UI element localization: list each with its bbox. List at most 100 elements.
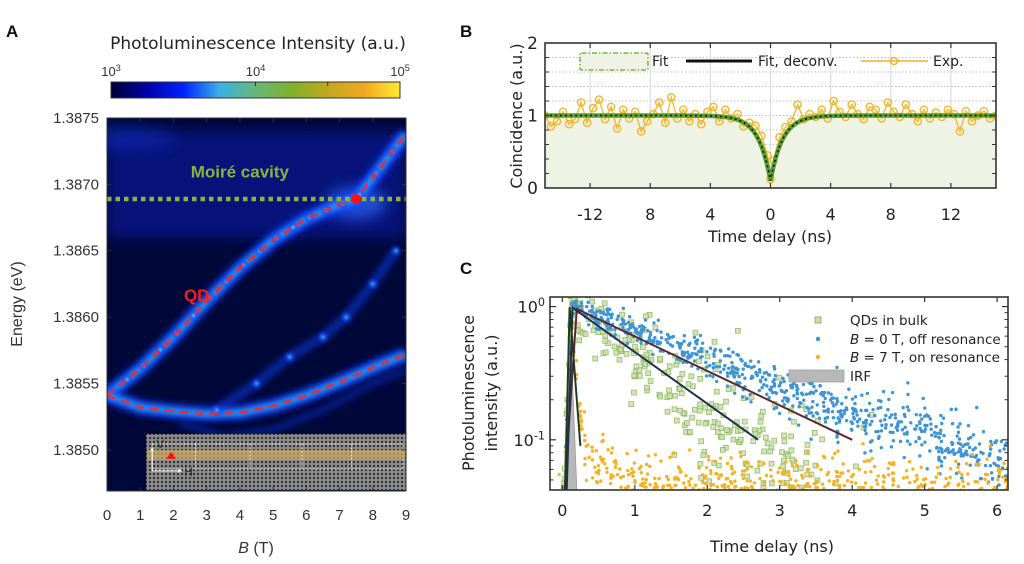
bulk-data-point bbox=[717, 404, 724, 410]
on-resonance-data-point bbox=[787, 470, 791, 474]
on-resonance-data-point bbox=[874, 478, 879, 483]
off-resonance-data-point bbox=[586, 300, 590, 304]
on-resonance-data-point bbox=[863, 470, 867, 475]
off-resonance-data-point bbox=[968, 463, 972, 467]
off-resonance-data-point bbox=[775, 405, 779, 410]
off-resonance-data-point bbox=[635, 330, 639, 335]
bulk-data-point bbox=[628, 401, 635, 408]
off-resonance-data-point bbox=[847, 387, 851, 391]
intensity-blob bbox=[209, 403, 224, 418]
colorbar-title: Photoluminescence Intensity (a.u.) bbox=[110, 34, 406, 54]
off-resonance-data-point bbox=[961, 444, 965, 448]
off-resonance-data-point bbox=[822, 404, 826, 409]
off-resonance-data-point bbox=[717, 365, 722, 369]
off-resonance-data-point bbox=[915, 424, 919, 428]
y-tick-label-c-base: 10 bbox=[513, 431, 533, 450]
photonic-crystal bbox=[146, 433, 406, 490]
on-resonance-data-point bbox=[643, 481, 647, 485]
off-resonance-data-point bbox=[723, 363, 727, 368]
bulk-data-point bbox=[711, 338, 718, 345]
off-resonance-data-point bbox=[899, 420, 904, 424]
off-resonance-data-point bbox=[987, 453, 991, 458]
on-resonance-data-point bbox=[594, 449, 598, 453]
on-resonance-data-point bbox=[618, 467, 622, 471]
on-resonance-data-point bbox=[901, 476, 906, 480]
on-resonance-data-point bbox=[587, 455, 591, 460]
on-resonance-data-point bbox=[579, 418, 584, 422]
off-resonance-data-point bbox=[708, 363, 712, 368]
bulk-data-point bbox=[576, 337, 583, 344]
x-tick-label-b: 4 bbox=[705, 205, 715, 224]
off-resonance-data-point bbox=[864, 421, 868, 425]
off-resonance-data-point bbox=[937, 436, 941, 440]
off-resonance-data-point bbox=[769, 388, 773, 392]
off-resonance-data-point bbox=[834, 402, 838, 406]
off-resonance-data-point bbox=[869, 449, 873, 453]
on-resonance-data-point bbox=[815, 463, 820, 468]
on-resonance-data-point bbox=[601, 432, 605, 437]
off-resonance-data-point bbox=[879, 445, 883, 450]
on-resonance-data-point bbox=[613, 459, 618, 463]
bulk-data-point bbox=[640, 344, 646, 351]
off-resonance-data-point bbox=[840, 402, 844, 406]
on-resonance-data-point bbox=[934, 475, 938, 479]
v-arrowhead bbox=[150, 446, 155, 451]
off-resonance-data-point bbox=[812, 384, 816, 389]
x-tick-label-a: 8 bbox=[369, 507, 377, 524]
inset-label-v: V bbox=[156, 437, 164, 451]
off-resonance-data-point bbox=[855, 413, 859, 417]
off-resonance-data-point bbox=[894, 425, 898, 430]
off-resonance-data-point bbox=[860, 393, 864, 397]
off-resonance-data-point bbox=[711, 375, 715, 379]
on-resonance-data-point bbox=[837, 474, 842, 479]
x-axis-label-c: Time delay (ns) bbox=[709, 537, 834, 556]
off-resonance-data-point bbox=[914, 440, 918, 444]
bulk-data-point bbox=[761, 448, 768, 455]
bulk-data-point bbox=[613, 349, 620, 356]
off-resonance-data-point bbox=[959, 454, 963, 458]
on-resonance-data-point bbox=[801, 476, 805, 480]
on-resonance-data-point bbox=[827, 479, 831, 483]
off-resonance-data-point bbox=[787, 417, 792, 421]
on-resonance-data-point bbox=[632, 470, 636, 474]
y-tick-label-a: 1.3860 bbox=[53, 309, 99, 326]
colorbar-tick-label-base: 10 bbox=[246, 64, 260, 79]
off-resonance-data-point bbox=[602, 312, 607, 316]
on-resonance-data-point bbox=[608, 481, 613, 486]
on-resonance-data-point bbox=[882, 475, 886, 479]
off-resonance-data-point bbox=[958, 447, 962, 451]
off-resonance-data-point bbox=[769, 385, 774, 389]
on-resonance-data-point bbox=[590, 476, 595, 480]
on-resonance-data-point bbox=[717, 476, 721, 481]
off-resonance-data-point bbox=[735, 371, 740, 375]
off-resonance-data-point bbox=[977, 442, 982, 446]
off-resonance-data-point bbox=[773, 374, 778, 378]
on-resonance-data-point bbox=[623, 486, 628, 490]
on-resonance-data-point bbox=[815, 486, 820, 490]
on-resonance-data-point bbox=[583, 433, 587, 438]
off-resonance-data-point bbox=[835, 399, 840, 404]
off-resonance-data-point bbox=[626, 320, 631, 325]
bulk-data-point bbox=[652, 324, 659, 331]
off-resonance-data-point bbox=[1003, 443, 1007, 447]
panel-label-a: A bbox=[6, 22, 19, 41]
y-tick-label-a: 1.3875 bbox=[53, 110, 99, 127]
intensity-blob bbox=[365, 276, 380, 291]
on-resonance-data-point bbox=[594, 479, 599, 484]
off-resonance-data-point bbox=[696, 349, 701, 354]
off-resonance-data-point bbox=[888, 430, 892, 434]
off-resonance-data-point bbox=[852, 415, 856, 420]
off-resonance-data-point bbox=[890, 390, 895, 395]
off-resonance-data-point bbox=[619, 322, 624, 327]
off-resonance-data-point bbox=[782, 396, 787, 400]
on-resonance-data-point bbox=[641, 484, 645, 488]
off-resonance-data-point bbox=[750, 374, 754, 379]
fit-area bbox=[545, 115, 996, 188]
off-resonance-data-point bbox=[1002, 447, 1006, 451]
bulk-data-point bbox=[695, 419, 702, 426]
off-resonance-data-point bbox=[625, 341, 629, 346]
off-resonance-data-point bbox=[779, 388, 783, 393]
off-resonance-data-point bbox=[820, 390, 824, 395]
intensity-blob bbox=[389, 243, 404, 258]
on-resonance-data-point bbox=[849, 480, 854, 484]
